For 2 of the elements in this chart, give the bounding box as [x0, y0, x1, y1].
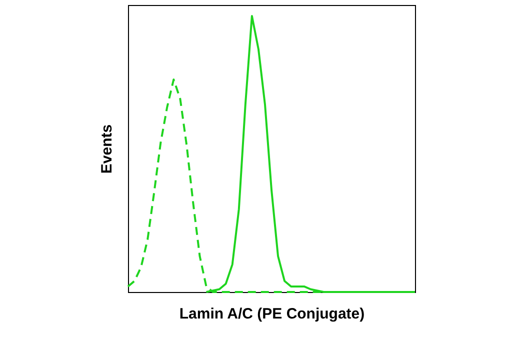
y-axis-title: Events	[98, 124, 116, 174]
x-axis-title: Lamin A/C (PE Conjugate)	[179, 306, 365, 322]
